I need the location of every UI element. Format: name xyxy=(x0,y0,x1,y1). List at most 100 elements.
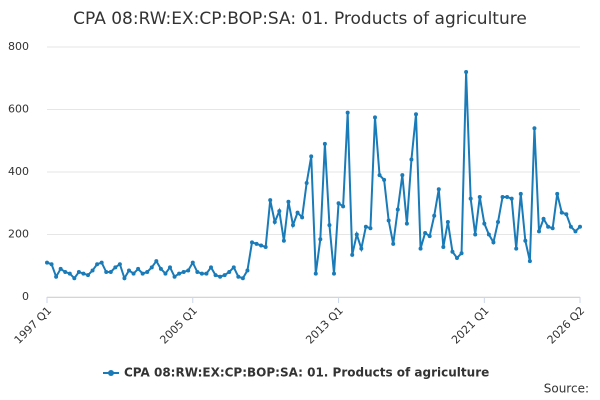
point xyxy=(250,240,254,245)
point xyxy=(54,274,59,279)
point xyxy=(377,173,382,178)
point xyxy=(363,224,368,229)
point xyxy=(195,270,200,274)
y-tick-label: 200 xyxy=(8,228,29,241)
point xyxy=(154,259,159,264)
point xyxy=(163,271,168,276)
point xyxy=(158,266,163,271)
point xyxy=(300,215,305,220)
point xyxy=(254,241,259,246)
point xyxy=(45,260,49,265)
point xyxy=(373,115,377,120)
legend-label[interactable]: CPA 08:RW:EX:CP:BOP:SA: 01. Products of … xyxy=(124,366,489,380)
y-tick-label: 600 xyxy=(8,103,29,116)
point xyxy=(199,271,204,276)
point xyxy=(573,229,578,234)
point xyxy=(313,271,318,276)
point xyxy=(318,237,323,242)
point xyxy=(541,216,546,221)
point xyxy=(67,271,72,276)
point xyxy=(304,180,309,185)
point xyxy=(500,195,505,199)
point xyxy=(136,266,141,271)
point xyxy=(186,268,191,273)
point xyxy=(368,226,373,231)
point xyxy=(291,223,295,228)
x-tick-label: 2013 Q1 xyxy=(303,304,346,347)
point xyxy=(527,259,532,264)
point xyxy=(473,232,478,237)
point xyxy=(395,207,400,212)
point xyxy=(145,270,150,274)
point xyxy=(496,220,500,224)
point xyxy=(268,198,273,203)
point xyxy=(523,238,528,243)
point xyxy=(277,209,282,214)
point xyxy=(432,213,437,218)
point xyxy=(58,266,63,271)
point xyxy=(359,246,364,251)
point xyxy=(240,276,245,281)
point xyxy=(546,224,551,229)
point xyxy=(149,265,154,270)
point xyxy=(332,271,336,276)
point xyxy=(568,224,573,229)
point xyxy=(222,273,227,278)
point xyxy=(518,191,523,196)
point xyxy=(245,268,250,273)
x-tick-label: 1997 Q1 xyxy=(12,304,55,347)
point xyxy=(559,210,564,215)
point xyxy=(181,270,186,274)
point xyxy=(477,195,482,199)
point xyxy=(414,112,418,117)
point xyxy=(341,204,346,209)
point xyxy=(486,232,491,237)
point xyxy=(423,230,428,235)
point xyxy=(213,273,218,278)
point xyxy=(468,196,473,201)
point xyxy=(564,212,569,217)
point xyxy=(127,268,131,273)
point xyxy=(86,273,90,278)
point xyxy=(272,220,277,224)
point xyxy=(72,276,77,281)
point xyxy=(76,270,81,274)
point xyxy=(505,195,510,199)
point xyxy=(322,141,327,146)
point xyxy=(209,265,213,270)
point xyxy=(295,210,300,215)
x-tick-label: 2021 Q1 xyxy=(449,304,492,347)
point xyxy=(578,224,582,229)
point xyxy=(227,270,232,274)
point xyxy=(190,260,195,265)
y-tick-label: 800 xyxy=(8,40,29,53)
point xyxy=(491,240,496,245)
point xyxy=(63,270,68,274)
point xyxy=(418,246,423,251)
point xyxy=(90,268,95,273)
point xyxy=(555,191,560,196)
point xyxy=(427,234,432,239)
point xyxy=(168,265,172,270)
y-tick-label: 400 xyxy=(8,165,29,178)
point xyxy=(327,223,332,228)
point xyxy=(336,201,341,206)
legend-marker[interactable] xyxy=(108,370,114,376)
point xyxy=(350,252,355,257)
point xyxy=(113,265,118,270)
point xyxy=(450,249,455,254)
point xyxy=(108,270,113,274)
point xyxy=(464,70,469,74)
y-tick-label: 0 xyxy=(22,290,29,303)
point xyxy=(537,229,541,234)
series-line xyxy=(46,71,581,281)
point xyxy=(99,260,104,265)
point xyxy=(286,199,291,204)
point xyxy=(309,154,314,159)
point xyxy=(131,271,136,276)
point xyxy=(204,271,209,276)
point xyxy=(514,246,519,251)
point xyxy=(400,173,405,178)
